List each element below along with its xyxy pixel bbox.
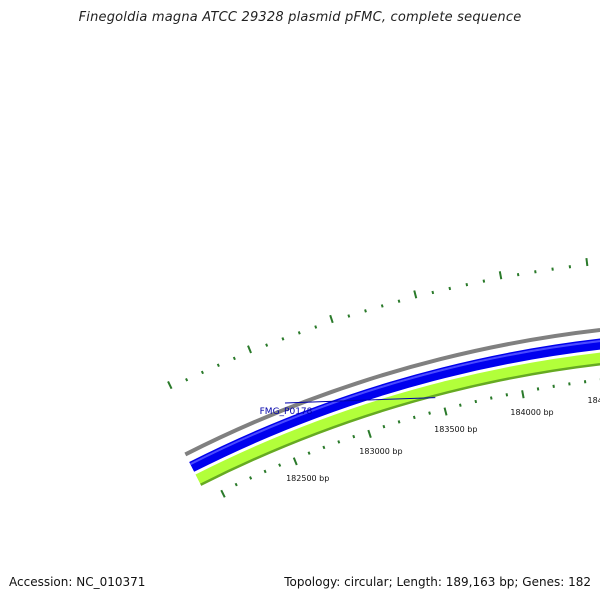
inner-tick-major — [220, 489, 226, 498]
sequence-summary: Topology: circular; Length: 189,163 bp; … — [284, 575, 591, 589]
outer-tick-minor — [281, 337, 285, 341]
outer-tick-minor — [364, 309, 367, 313]
reverse-cds-edge — [200, 362, 600, 486]
topology-value: circular — [344, 575, 389, 589]
position-label: 183000 bp — [359, 447, 402, 456]
forward-cds-track — [189, 338, 600, 472]
position-labels: 182500 bp 183000 bp 183500 bp 184000 bp 1845… — [286, 396, 600, 483]
outer-tick-major — [413, 290, 418, 299]
inner-tick-major — [521, 390, 525, 399]
inner-tick-minor — [352, 434, 356, 439]
genes-value: 182 — [568, 575, 591, 589]
inner-tick-minor — [474, 399, 478, 404]
inner-tick-minor — [505, 393, 509, 397]
feature-tracks — [184, 328, 600, 486]
length-value: 189,163 bp — [445, 575, 515, 589]
accession-label: Accession: — [9, 575, 73, 589]
inner-tick-minor — [536, 387, 540, 391]
outer-tick-minor — [380, 304, 384, 308]
inner-tick-minor — [458, 403, 462, 407]
accession-info: Accession: NC_010371 — [9, 575, 145, 589]
outer-tick-minor — [465, 282, 469, 287]
inner-tick-minor — [322, 445, 326, 450]
length-label: Length: — [396, 575, 442, 589]
inner-tick-minor — [278, 463, 282, 467]
inner-tick-major — [443, 407, 448, 416]
accession-value: NC_010371 — [76, 575, 146, 589]
outer-tick-minor — [448, 286, 452, 291]
outer-tick-major — [498, 271, 503, 280]
outer-tick-major — [247, 345, 252, 354]
outer-tick-major — [585, 257, 589, 267]
reverse-cds-track — [195, 352, 600, 485]
inner-tick-minor — [234, 482, 238, 487]
outer-tick-minor — [297, 331, 301, 335]
map-title: Finegoldia magna ATCC 29328 plasmid pFMC… — [78, 10, 522, 25]
outer-tick-minor — [200, 370, 204, 375]
outer-tick-minor — [482, 279, 486, 283]
outer-tick-major — [167, 381, 173, 390]
inner-tick-track — [220, 378, 600, 498]
forward-cds-highlight — [189, 340, 600, 466]
inner-tick-major — [292, 457, 298, 466]
outer-tick-minor — [185, 377, 189, 382]
inner-tick-minor — [428, 411, 431, 415]
inner-tick-minor — [382, 424, 386, 429]
gene-label[interactable]: FMG_P0178 — [260, 407, 313, 417]
outer-tick-minor — [265, 343, 269, 347]
position-label: 184500 bp — [588, 396, 600, 405]
outer-tick-minor — [347, 314, 351, 318]
outer-tick-minor — [232, 356, 236, 361]
outer-tick-major — [329, 314, 334, 324]
topology-label: Topology: — [284, 575, 341, 589]
inner-tick-minor — [337, 440, 341, 444]
backbone-track — [184, 328, 600, 457]
outer-tick-track — [167, 257, 589, 390]
inner-tick-minor — [397, 420, 401, 424]
inner-tick-minor — [263, 469, 267, 474]
outer-tick-minor — [431, 290, 435, 295]
outer-tick-minor — [314, 325, 318, 329]
genes-label: Genes: — [522, 575, 565, 589]
outer-tick-minor — [397, 299, 401, 303]
inner-tick-major — [367, 429, 372, 438]
position-label: 184000 bp — [510, 408, 553, 417]
gene-label-pointer — [284, 397, 436, 404]
outer-tick-minor — [516, 272, 520, 277]
position-label: 183500 bp — [434, 425, 477, 434]
inner-tick-minor — [489, 396, 493, 400]
outer-tick-minor — [216, 363, 220, 368]
inner-tick-minor — [307, 451, 311, 455]
inner-tick-minor — [412, 415, 416, 420]
inner-tick-minor — [249, 476, 253, 480]
position-label: 182500 bp — [286, 474, 329, 483]
